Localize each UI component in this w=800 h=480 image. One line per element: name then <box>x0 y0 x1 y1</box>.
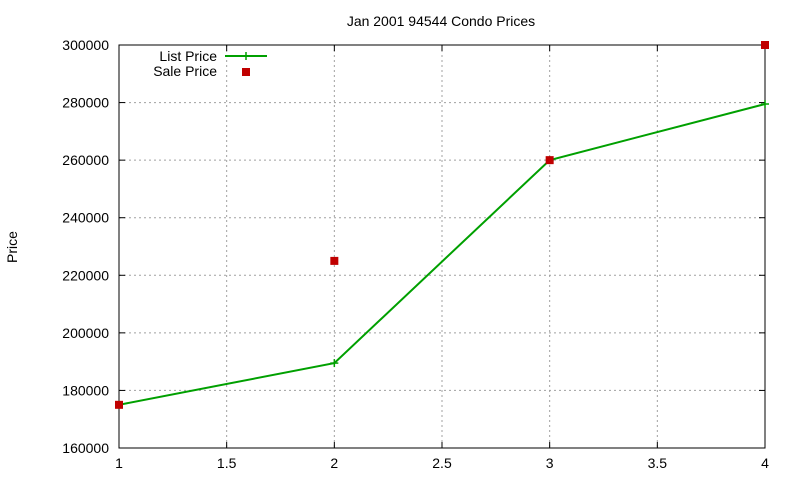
data-point-list-price <box>761 100 769 109</box>
legend: List Price Sale Price <box>153 48 267 79</box>
series <box>115 41 769 409</box>
y-tick-label: 300000 <box>62 37 109 53</box>
x-tick-label: 4 <box>761 455 769 471</box>
x-tick-label: 3 <box>546 455 554 471</box>
y-tick-label: 200000 <box>62 325 109 341</box>
data-point-sale-price <box>330 256 339 265</box>
y-tick-label: 280000 <box>62 95 109 111</box>
y-tick-label: 220000 <box>62 267 109 283</box>
legend-label-list-price: List Price <box>159 48 217 64</box>
x-tick-label: 3.5 <box>648 455 668 471</box>
x-axis-tick-labels: 1 1.5 2 2.5 3 3.5 4 <box>115 455 769 471</box>
data-point-list-price <box>330 359 339 368</box>
axis-ticks <box>118 44 766 449</box>
legend-marker-list-price <box>242 52 250 60</box>
y-tick-label: 180000 <box>62 382 109 398</box>
y-axis-tick-labels: 160000 180000 200000 220000 240000 260000 2800… <box>62 37 109 456</box>
y-axis-label: Price <box>4 231 20 263</box>
x-tick-label: 1 <box>115 455 123 471</box>
data-point-sale-price <box>545 156 554 165</box>
y-tick-label: 160000 <box>62 440 109 456</box>
data-point-sale-price <box>115 400 123 409</box>
grid <box>119 45 765 448</box>
x-tick-label: 2.5 <box>432 455 452 471</box>
chart-title: Jan 2001 94544 Condo Prices <box>347 13 535 29</box>
legend-marker-sale-price <box>242 68 250 76</box>
y-tick-label: 260000 <box>62 152 109 168</box>
series-line-list-price <box>118 103 766 406</box>
x-tick-label: 2 <box>330 455 338 471</box>
x-tick-label: 1.5 <box>217 455 237 471</box>
legend-label-sale-price: Sale Price <box>153 63 217 79</box>
y-tick-label: 240000 <box>62 210 109 226</box>
data-point-sale-price <box>761 41 769 49</box>
